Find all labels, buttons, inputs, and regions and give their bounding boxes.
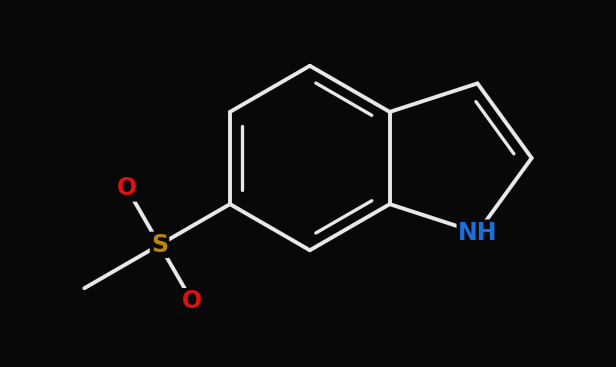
Text: S: S <box>151 233 168 257</box>
Text: O: O <box>117 177 137 200</box>
Text: O: O <box>182 289 202 313</box>
Text: NH: NH <box>458 221 497 245</box>
